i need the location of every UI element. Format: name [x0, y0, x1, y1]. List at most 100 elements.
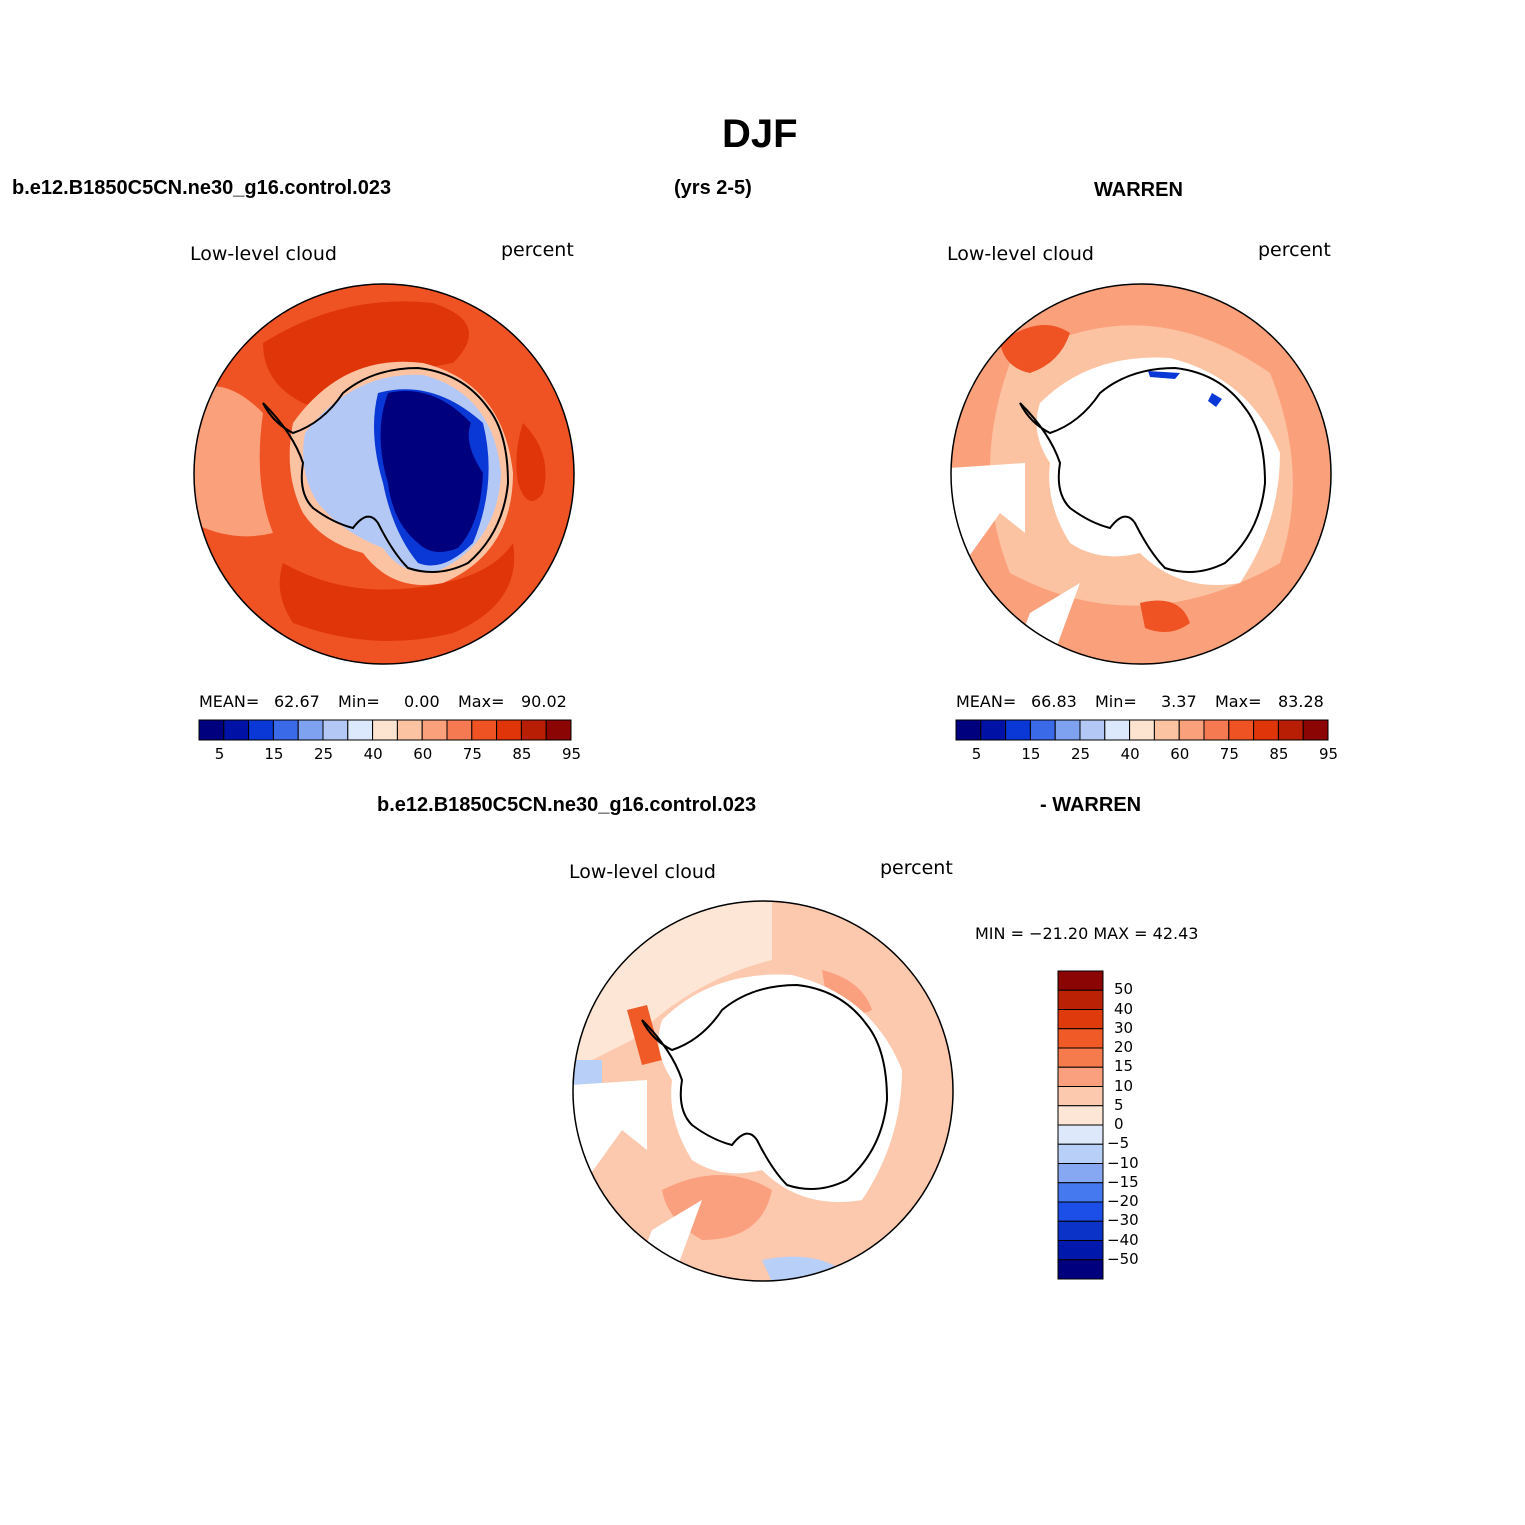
diff-polar-map — [572, 900, 954, 1282]
colorbar-swatch — [1057, 1240, 1104, 1261]
diff-blue-west — [573, 1060, 602, 1085]
antarctica-coastline — [1019, 366, 1267, 573]
model-min-label: Min= — [338, 692, 380, 711]
colorbar-swatch — [421, 719, 448, 741]
colorbar-tick-label: 40 — [1114, 999, 1134, 1018]
diff-variable-label: Low-level cloud — [569, 861, 716, 883]
obs-max-value: 83.28 — [1278, 692, 1324, 711]
model-min-value: 0.00 — [404, 692, 440, 711]
colorbar-tick-label: 40 — [1120, 745, 1140, 763]
colorbar-tick-label: −40 — [1107, 1230, 1139, 1249]
colorbar-tick-label: 5 — [214, 745, 225, 763]
colorbar-tick-label: 85 — [1269, 745, 1289, 763]
colorbar-tick-label: −30 — [1107, 1211, 1139, 1230]
diff-case-name-label: b.e12.B1850C5CN.ne30_g16.control.023 — [377, 794, 757, 816]
colorbar-swatch — [347, 719, 374, 741]
obs-units-label: percent — [1258, 239, 1331, 261]
colorbar-swatch — [272, 719, 299, 741]
colorbar-tick-label: 75 — [462, 745, 482, 763]
diff-red-streak — [627, 1005, 662, 1065]
obs-polar-map — [950, 283, 1332, 665]
colorbar-swatch — [1178, 719, 1205, 741]
colorbar-tick-label: 25 — [1071, 745, 1091, 763]
colorbar-swatch — [297, 719, 324, 741]
ocean-high-band-north — [263, 301, 469, 407]
colorbar-swatch — [1153, 719, 1180, 741]
colorbar-tick-label: 30 — [1114, 1018, 1134, 1037]
colorbar-tick-label: 60 — [1170, 745, 1190, 763]
colorbar-swatch — [1057, 1182, 1104, 1203]
obs-name-label: WARREN — [1094, 179, 1183, 201]
colorbar-tick-label: 0 — [1114, 1115, 1124, 1133]
colorbar-swatch — [1054, 719, 1081, 741]
colorbar-tick-label: 20 — [1114, 1038, 1134, 1056]
diff-obs-name-label: - WARREN — [1040, 794, 1142, 816]
colorbar-swatch — [248, 719, 274, 741]
case-name-label: b.e12.B1850C5CN.ne30_g16.control.023 — [12, 177, 392, 199]
diff-units-label: percent — [880, 857, 953, 879]
colorbar-swatch — [520, 719, 547, 741]
colorbar-swatch — [1005, 719, 1031, 741]
colorbar-swatch — [1057, 1124, 1104, 1145]
colorbar-tick-label: −10 — [1107, 1153, 1139, 1172]
colorbar-tick-label: −5 — [1107, 1134, 1130, 1153]
colorbar-swatch — [955, 719, 982, 741]
colorbar-tick-label: 60 — [413, 745, 433, 763]
colorbar-swatch — [1302, 719, 1329, 741]
model-max-label: Max= — [458, 692, 505, 711]
colorbar-swatch — [446, 719, 473, 741]
obs-mean-label: MEAN= — [956, 692, 1017, 711]
ocean-high-band-south — [279, 543, 515, 641]
colorbar-swatch — [1057, 1259, 1104, 1280]
obs-variable-label: Low-level cloud — [947, 243, 1094, 265]
model-mean-label: MEAN= — [199, 692, 260, 711]
model-colorbar — [198, 719, 572, 741]
missing-inner-hole — [658, 974, 902, 1202]
obs-max-label: Max= — [1215, 692, 1262, 711]
ocean-mid-patch-nw — [1000, 325, 1070, 373]
colorbar-tick-label: 15 — [264, 745, 284, 763]
diff-blue-south — [762, 1256, 842, 1281]
diff-colorbar — [1057, 970, 1104, 1280]
colorbar-swatch — [1079, 719, 1106, 741]
colorbar-swatch — [322, 719, 349, 741]
obs-mean-value: 66.83 — [1031, 692, 1077, 711]
colorbar-tick-label: −50 — [1107, 1249, 1139, 1268]
colorbar-tick-label: 5 — [1114, 1095, 1124, 1114]
colorbar-swatch — [1057, 1143, 1104, 1164]
colorbar-swatch — [545, 719, 572, 741]
colorbar-tick-label: 40 — [363, 745, 383, 763]
model-polar-map — [193, 283, 575, 665]
colorbar-swatch — [1129, 719, 1155, 741]
colorbar-tick-label: −20 — [1107, 1192, 1139, 1210]
obs-colorbar — [955, 719, 1329, 741]
colorbar-swatch — [1228, 719, 1255, 741]
colorbar-swatch — [1029, 719, 1056, 741]
colorbar-tick-label: 10 — [1114, 1076, 1134, 1095]
ice-dark-blue — [380, 391, 483, 552]
colorbar-tick-label: 5 — [971, 745, 982, 763]
colorbar-tick-label: 75 — [1219, 745, 1239, 763]
obs-min-label: Min= — [1095, 692, 1137, 711]
colorbar-swatch — [496, 719, 522, 741]
antarctica-coastline — [641, 983, 889, 1190]
colorbar-swatch — [372, 719, 398, 741]
colorbar-swatch — [1253, 719, 1279, 741]
ocean-high-band-east — [516, 423, 546, 501]
colorbar-swatch — [471, 719, 498, 741]
colorbar-swatch — [1057, 970, 1104, 991]
colorbar-swatch — [1057, 1009, 1104, 1030]
page-title: DJF — [722, 112, 798, 156]
colorbar-swatch — [1057, 1163, 1104, 1184]
ocean-mid-patch-s — [1140, 600, 1190, 632]
obs-min-value: 3.37 — [1161, 692, 1197, 711]
missing-inner-hole — [1036, 357, 1280, 585]
colorbar-tick-label: 95 — [562, 745, 582, 763]
colorbar-swatch — [223, 719, 250, 741]
model-max-value: 90.02 — [521, 692, 567, 711]
model-variable-label: Low-level cloud — [190, 243, 337, 265]
obs-blue-strip — [1148, 371, 1180, 379]
ocean-light-west — [194, 386, 273, 537]
colorbar-tick-label: 25 — [314, 745, 334, 763]
colorbar-swatch — [1104, 719, 1131, 741]
